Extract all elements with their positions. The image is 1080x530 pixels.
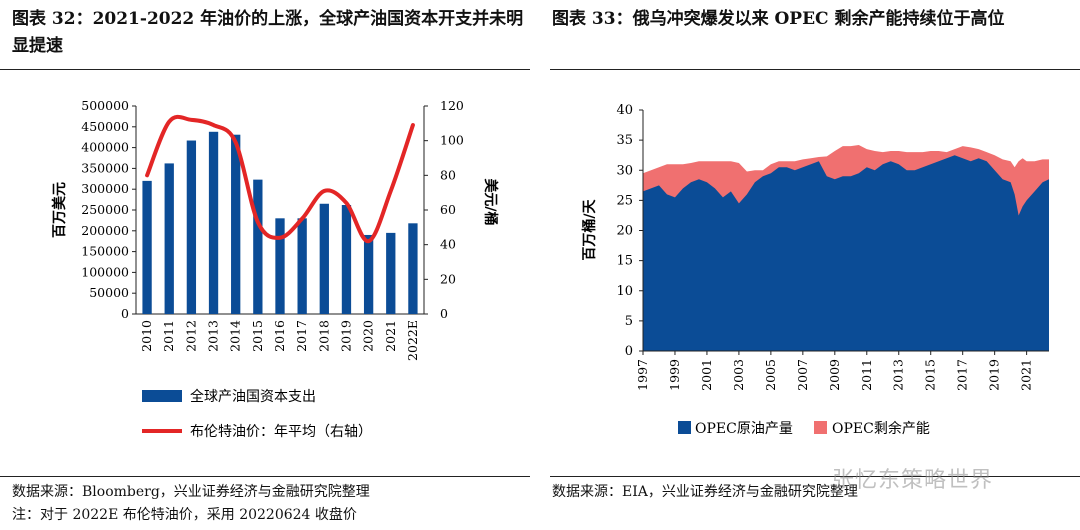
left-y-axis-title: 百万美元 (51, 182, 68, 238)
right-y-axis-title: 美元/桶 (482, 178, 499, 225)
watermark-text: 张忆东策略世界 (832, 468, 994, 493)
x-tick-label: 1999 (667, 359, 682, 391)
left-chart-title: 图表 32：2021-2022 年油价的上涨，全球产油国资本开支并未明显提速 (12, 9, 524, 56)
x-tick-label: 2021 (383, 320, 398, 352)
left-source-text: 数据来源：Bloomberg，兴业证券经济与金融研究院整理 (12, 484, 370, 500)
opec-production-area (643, 155, 1049, 351)
right-title-divider (550, 69, 1080, 70)
x-tick-label: 2022E (405, 320, 420, 361)
x-tick-label: 2017 (294, 320, 309, 352)
left-y-tick-label: 500000 (81, 98, 129, 113)
x-tick-label: 2003 (731, 359, 746, 391)
x-tick-label: 1997 (635, 359, 650, 391)
capex-bar (319, 203, 329, 314)
y-tick-label: 10 (616, 284, 633, 299)
capex-bar (408, 223, 418, 314)
x-tick-label: 2018 (316, 320, 331, 352)
legend-swatch-capex (142, 390, 182, 402)
left-y-tick-label: 150000 (81, 244, 129, 259)
x-tick-label: 2011 (859, 359, 874, 391)
y-tick-label: 35 (616, 133, 633, 148)
x-tick-label: 2011 (161, 320, 176, 352)
left-y-tick-label: 350000 (81, 160, 129, 175)
x-tick-label: 2007 (795, 359, 810, 391)
capex-bar (341, 205, 352, 314)
left-y-tick-label: 200000 (81, 223, 129, 238)
x-tick-label: 2015 (923, 359, 938, 391)
y-tick-label: 30 (616, 163, 633, 178)
x-tick-label: 2019 (338, 320, 353, 352)
right-y-tick-label: 60 (440, 202, 456, 217)
capex-bar (164, 163, 174, 314)
legend-swatch-production (678, 421, 691, 434)
y-tick-label: 5 (625, 314, 633, 329)
brent-price-line (145, 114, 415, 244)
capex-bar (275, 218, 285, 314)
x-tick-label: 2020 (361, 320, 376, 352)
right-chart-title: 图表 33：俄乌冲突爆发以来 OPEC 剩余产能持续位于高位 (552, 9, 1005, 29)
left-footnote-text: 注：对于 2022E 布伦特油价，采用 20220624 收盘价 (12, 507, 357, 523)
y-tick-label: 15 (616, 254, 633, 269)
capex-bar (253, 179, 263, 314)
x-tick-label: 2013 (206, 320, 221, 352)
right-source-text: 数据来源：EIA，兴业证券经济与金融研究院整理 (552, 484, 858, 500)
right-y-tick-label: 100 (440, 133, 464, 148)
capex-bar (208, 131, 219, 314)
legend-swatch-spare (814, 421, 827, 434)
x-tick-label: 2016 (272, 320, 287, 352)
right-source-divider (550, 476, 1080, 477)
legend-label-capex: 全球产油国资本支出 (190, 388, 316, 405)
y-tick-label: 40 (616, 103, 633, 118)
left-y-tick-label: 400000 (81, 140, 129, 155)
y-tick-label: 0 (625, 344, 633, 359)
right-y-tick-label: 40 (440, 237, 456, 252)
left-y-tick-label: 50000 (89, 285, 129, 300)
left-y-tick-label: 300000 (81, 181, 129, 196)
x-tick-label: 2015 (250, 320, 265, 352)
x-tick-label: 2013 (891, 359, 906, 391)
x-tick-label: 2001 (699, 359, 714, 391)
x-tick-label: 2010 (139, 320, 154, 352)
capex-bar (386, 232, 396, 314)
x-tick-label: 2014 (228, 320, 243, 352)
y-axis-title: 百万桶/天 (581, 198, 598, 260)
x-tick-label: 2005 (763, 359, 778, 391)
capex-bar (363, 234, 374, 314)
capex-bar (186, 140, 197, 314)
x-tick-label: 2017 (955, 359, 970, 391)
left-source-divider (0, 476, 530, 477)
left-y-tick-label: 250000 (81, 202, 129, 217)
capex-bar (142, 180, 152, 314)
left-title-divider (0, 69, 530, 70)
x-tick-label: 2012 (183, 320, 198, 352)
left-y-tick-label: 100000 (81, 264, 129, 279)
legend-label-production: OPEC原油产量 (695, 421, 793, 437)
capex-bar (297, 218, 307, 314)
y-tick-label: 20 (616, 224, 633, 239)
legend-label-brent: 布伦特油价：年平均（右轴） (190, 424, 372, 440)
x-tick-label: 2019 (987, 359, 1002, 391)
right-y-tick-label: 20 (440, 271, 456, 286)
left-y-tick-label: 0 (121, 306, 129, 321)
right-y-tick-label: 80 (440, 167, 456, 182)
opec-capacity-chart: 0 5 10 15 20 25 30 35 40 1997 1999 2001 2003 2005 2007… (581, 103, 1049, 437)
capex-oil-price-chart: 0 50000 100000 150000 200000 250000 300000 3500… (51, 98, 499, 440)
legend-label-spare: OPEC剩余产能 (832, 420, 930, 437)
right-y-tick-label: 120 (440, 98, 464, 113)
x-tick-label: 2009 (827, 359, 842, 391)
right-y-tick-label: 0 (440, 306, 448, 321)
y-tick-label: 25 (616, 193, 633, 208)
x-tick-label: 2021 (1019, 359, 1034, 391)
left-y-tick-label: 450000 (81, 119, 129, 134)
capex-bar (231, 134, 241, 314)
